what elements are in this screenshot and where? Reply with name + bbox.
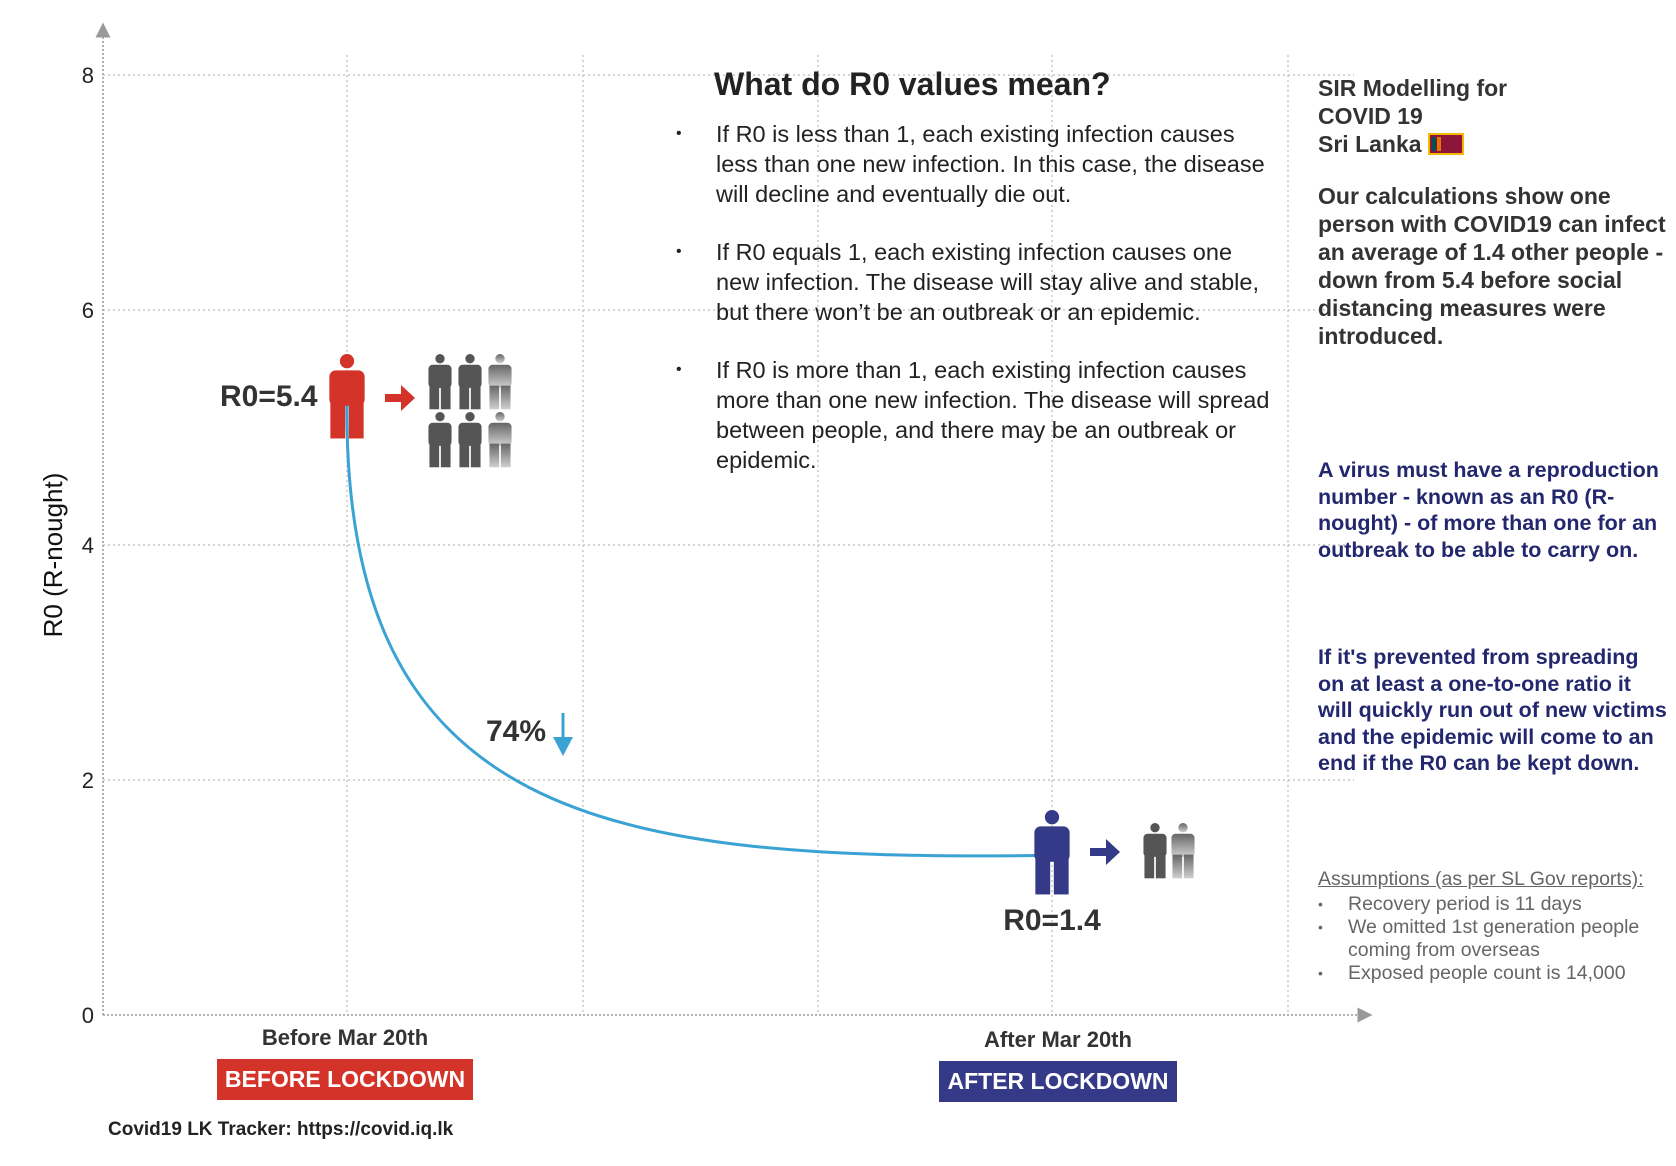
person-head xyxy=(1150,823,1160,833)
y-tick-label: 8 xyxy=(82,63,94,88)
assumption-item: • Exposed people count is 14,000 xyxy=(1318,962,1626,984)
y-axis-label: R0 (R-nought) xyxy=(38,473,68,638)
person-body xyxy=(1143,833,1167,857)
spread-arrow-icon xyxy=(1090,839,1120,865)
r0-before-label: R0=5.4 xyxy=(220,380,318,413)
person-head xyxy=(495,354,505,364)
infected-contact-icon xyxy=(428,354,452,410)
infected-contact-icon xyxy=(458,412,482,468)
infected-contact-icon xyxy=(488,354,512,410)
person-leg xyxy=(1172,854,1183,879)
person-leg xyxy=(330,402,346,439)
person-leg xyxy=(489,443,500,468)
info-bullet: • If R0 is more than 1, each existing inf… xyxy=(676,357,1270,473)
person-head xyxy=(1178,823,1188,833)
person-leg xyxy=(429,443,440,468)
r0-curve-line xyxy=(345,400,1038,858)
person-head xyxy=(435,354,445,364)
person-body xyxy=(428,364,452,388)
infected-contact-icon xyxy=(458,354,482,410)
person-body xyxy=(1171,833,1195,857)
side-title-line: Sri Lanka xyxy=(1318,130,1670,158)
side-title-line: COVID 19 xyxy=(1318,103,1423,129)
infected-person-icon xyxy=(1034,810,1070,895)
person-body xyxy=(428,422,452,446)
down-arrow-icon xyxy=(553,737,573,756)
y-tick-label: 2 xyxy=(82,768,94,793)
category-after: After Mar 20th AFTER LOCKDOWN xyxy=(918,1027,1198,1102)
assumption-item: • Recovery period is 11 days xyxy=(1318,893,1582,915)
infected-contact-icon xyxy=(488,412,512,468)
info-bullet: • If R0 equals 1, each existing infection… xyxy=(676,239,1259,325)
person-leg xyxy=(1183,854,1194,879)
side-title-line: SIR Modelling for xyxy=(1318,75,1508,101)
after-lockdown-badge: AFTER LOCKDOWN xyxy=(939,1061,1177,1102)
side-summary: Our calculations show one person with CO… xyxy=(1318,183,1666,349)
infected-contact-icon xyxy=(428,412,452,468)
person-leg xyxy=(470,385,481,410)
person-head xyxy=(435,412,445,422)
person-head xyxy=(1044,810,1060,825)
y-tick-label: 6 xyxy=(82,298,94,323)
person-head xyxy=(465,412,475,422)
person-leg xyxy=(429,385,440,410)
person-leg xyxy=(348,402,364,439)
percent-change-label: 74% xyxy=(486,715,546,748)
assumption-item: • We omitted 1st generation people coming… xyxy=(1318,916,1640,961)
person-body xyxy=(488,364,512,388)
category-before: Before Mar 20th BEFORE LOCKDOWN xyxy=(205,1025,485,1100)
y-tick-label: 4 xyxy=(82,533,94,558)
person-leg xyxy=(500,385,511,410)
side-title: SIR Modelling for COVID 19 Sri Lanka xyxy=(1318,74,1670,158)
r0-after-label: R0=1.4 xyxy=(1003,904,1101,937)
person-body xyxy=(1034,826,1070,862)
assumptions: Assumptions (as per SL Gov reports): • Re… xyxy=(1318,868,1670,985)
person-head xyxy=(465,354,475,364)
person-body xyxy=(458,364,482,388)
person-leg xyxy=(500,443,511,468)
person-leg xyxy=(1144,854,1155,879)
person-leg xyxy=(470,443,481,468)
r0-info-box: What do R0 values mean? • If R0 is less t… xyxy=(670,66,1270,503)
person-body xyxy=(458,422,482,446)
person-leg xyxy=(440,385,451,410)
y-tick-label: 0 xyxy=(82,1003,94,1028)
info-title: What do R0 values mean? xyxy=(714,66,1111,102)
x-tick-label: Before Mar 20th xyxy=(261,1025,429,1050)
infected-contact-icon xyxy=(1143,823,1167,879)
side-note-r0: A virus must have a reproduction number … xyxy=(1318,458,1659,562)
person-leg xyxy=(1035,858,1051,895)
spread-arrow-icon xyxy=(385,385,415,411)
person-leg xyxy=(459,385,470,410)
sri-lanka-flag-icon xyxy=(1427,133,1464,155)
person-head xyxy=(339,354,355,369)
infected-contact-icon xyxy=(1171,823,1195,879)
infected-person-icon xyxy=(329,354,365,439)
person-body xyxy=(329,370,365,406)
person-head xyxy=(495,412,505,422)
person-leg xyxy=(440,443,451,468)
info-list: • If R0 is less than 1, each existing inf… xyxy=(670,119,1270,475)
side-note-prevention: If it's prevented from spreading on at l… xyxy=(1318,645,1667,775)
footer-source: Covid19 LK Tracker: https://covid.iq.lk xyxy=(108,1119,454,1140)
x-tick-label: After Mar 20th xyxy=(984,1027,1132,1052)
before-lockdown-badge: BEFORE LOCKDOWN xyxy=(216,1059,474,1100)
person-leg xyxy=(489,385,500,410)
person-leg xyxy=(459,443,470,468)
person-leg xyxy=(1053,858,1069,895)
info-bullet: • If R0 is less than 1, each existing inf… xyxy=(676,121,1265,207)
assumptions-list: • Recovery period is 11 days • We omitted … xyxy=(1318,893,1670,985)
assumptions-title: Assumptions (as per SL Gov reports): xyxy=(1318,868,1644,890)
person-leg xyxy=(1155,854,1166,879)
person-body xyxy=(488,422,512,446)
